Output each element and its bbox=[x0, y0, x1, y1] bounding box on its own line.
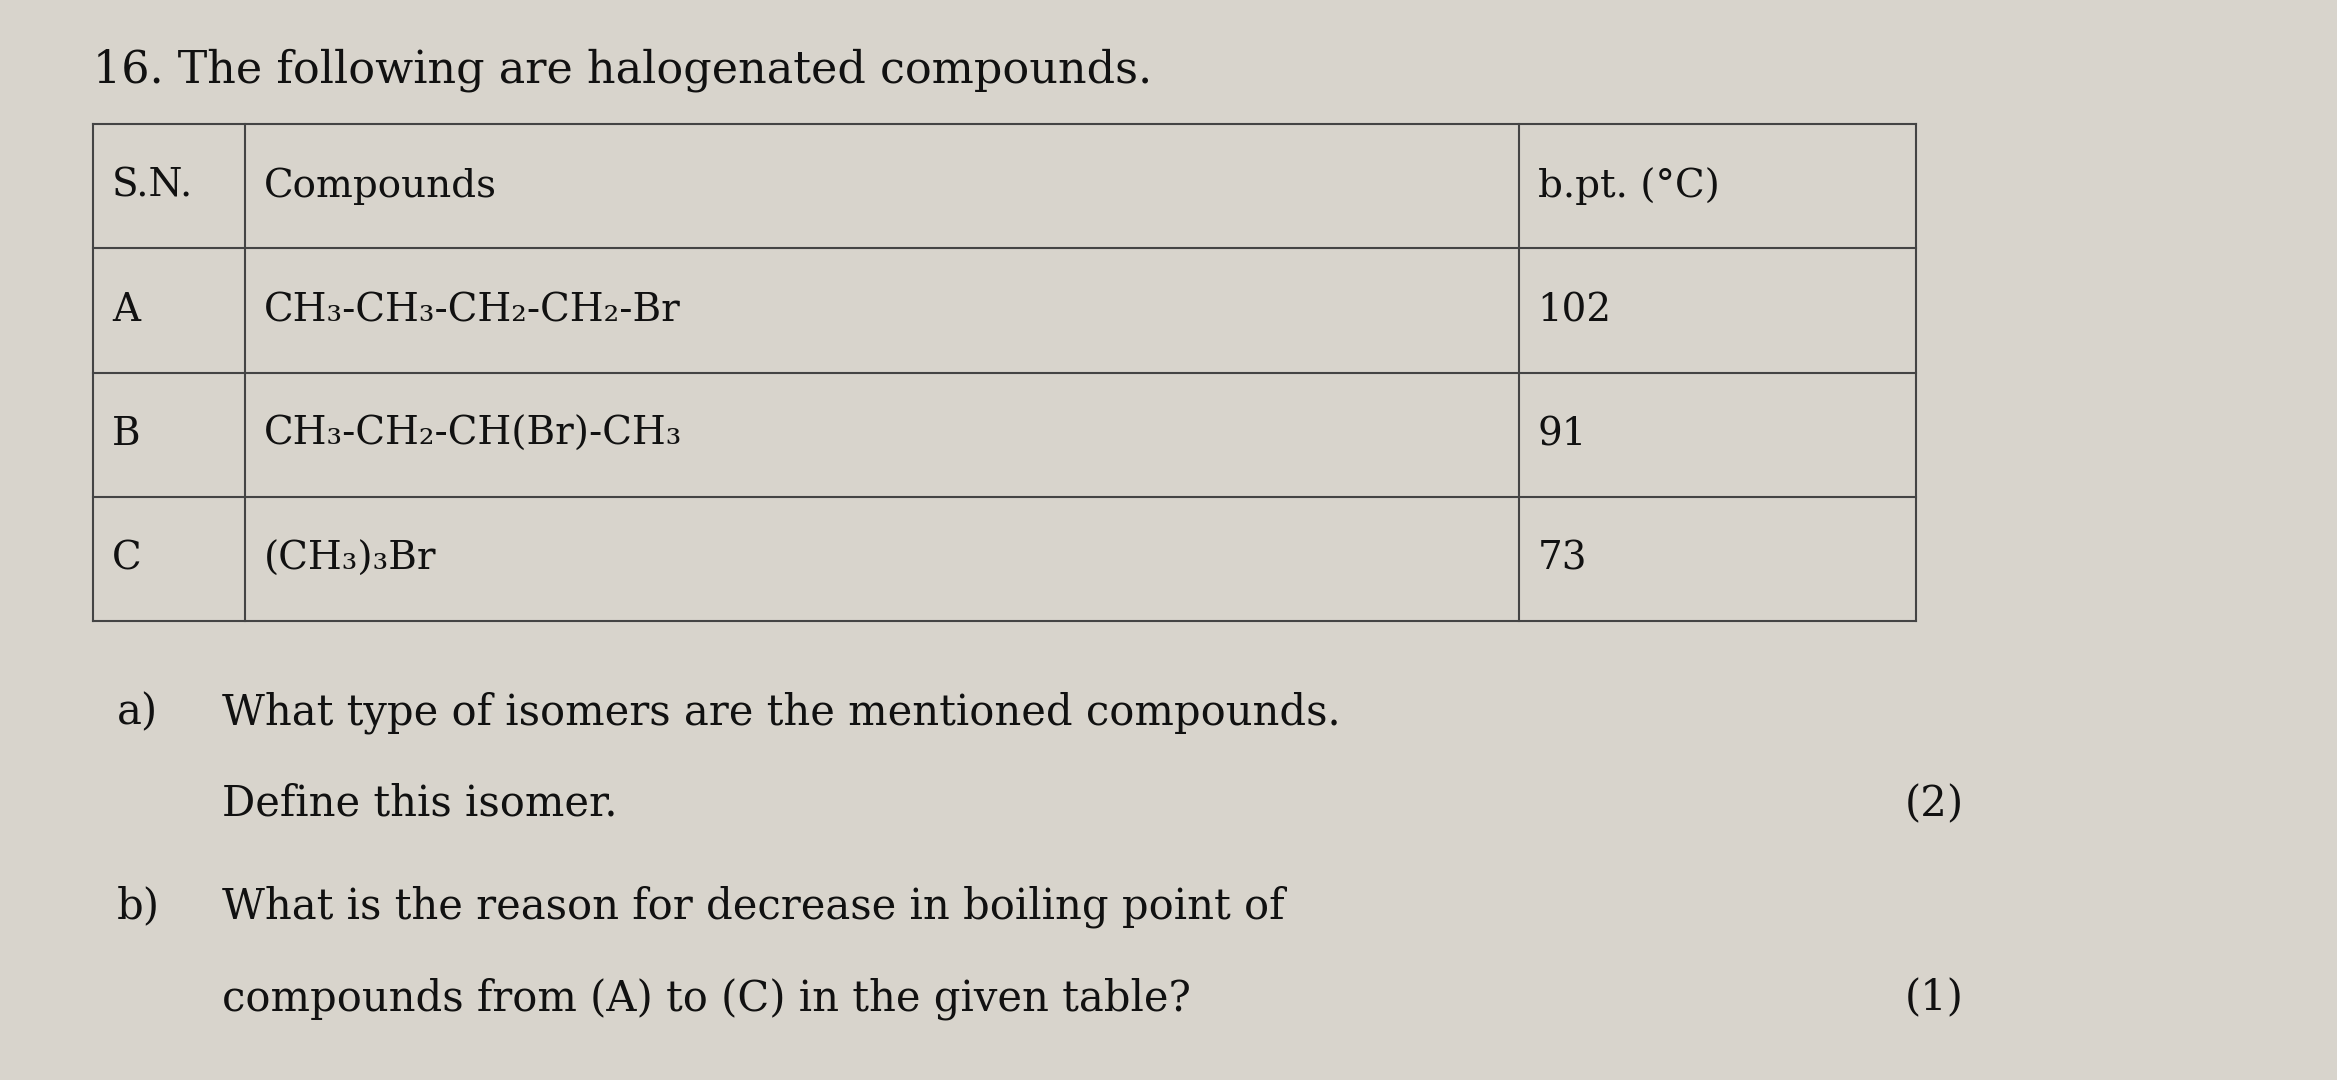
Text: (CH₃)₃Br: (CH₃)₃Br bbox=[264, 540, 437, 578]
Text: 16. The following are halogenated compounds.: 16. The following are halogenated compou… bbox=[93, 49, 1152, 92]
Text: (2): (2) bbox=[1905, 783, 1963, 825]
Text: 73: 73 bbox=[1538, 540, 1587, 578]
Text: B: B bbox=[112, 416, 140, 454]
Text: (1): (1) bbox=[1905, 977, 1963, 1020]
Text: What type of isomers are the mentioned compounds.: What type of isomers are the mentioned c… bbox=[222, 691, 1341, 733]
Text: CH₃-CH₃-CH₂-CH₂-Br: CH₃-CH₃-CH₂-CH₂-Br bbox=[264, 292, 680, 329]
Text: A: A bbox=[112, 292, 140, 329]
Text: 91: 91 bbox=[1538, 416, 1587, 454]
Text: Define this isomer.: Define this isomer. bbox=[222, 783, 617, 825]
Text: b.pt. (°C): b.pt. (°C) bbox=[1538, 167, 1720, 205]
Text: b): b) bbox=[117, 886, 159, 928]
Text: S.N.: S.N. bbox=[112, 167, 194, 205]
Text: 102: 102 bbox=[1538, 292, 1613, 329]
Text: C: C bbox=[112, 540, 143, 578]
Text: CH₃-CH₂-CH(Br)-CH₃: CH₃-CH₂-CH(Br)-CH₃ bbox=[264, 416, 682, 454]
Text: Compounds: Compounds bbox=[264, 167, 498, 205]
Text: What is the reason for decrease in boiling point of: What is the reason for decrease in boili… bbox=[222, 886, 1285, 928]
Text: a): a) bbox=[117, 691, 159, 733]
Text: compounds from (A) to (C) in the given table?: compounds from (A) to (C) in the given t… bbox=[222, 977, 1192, 1020]
